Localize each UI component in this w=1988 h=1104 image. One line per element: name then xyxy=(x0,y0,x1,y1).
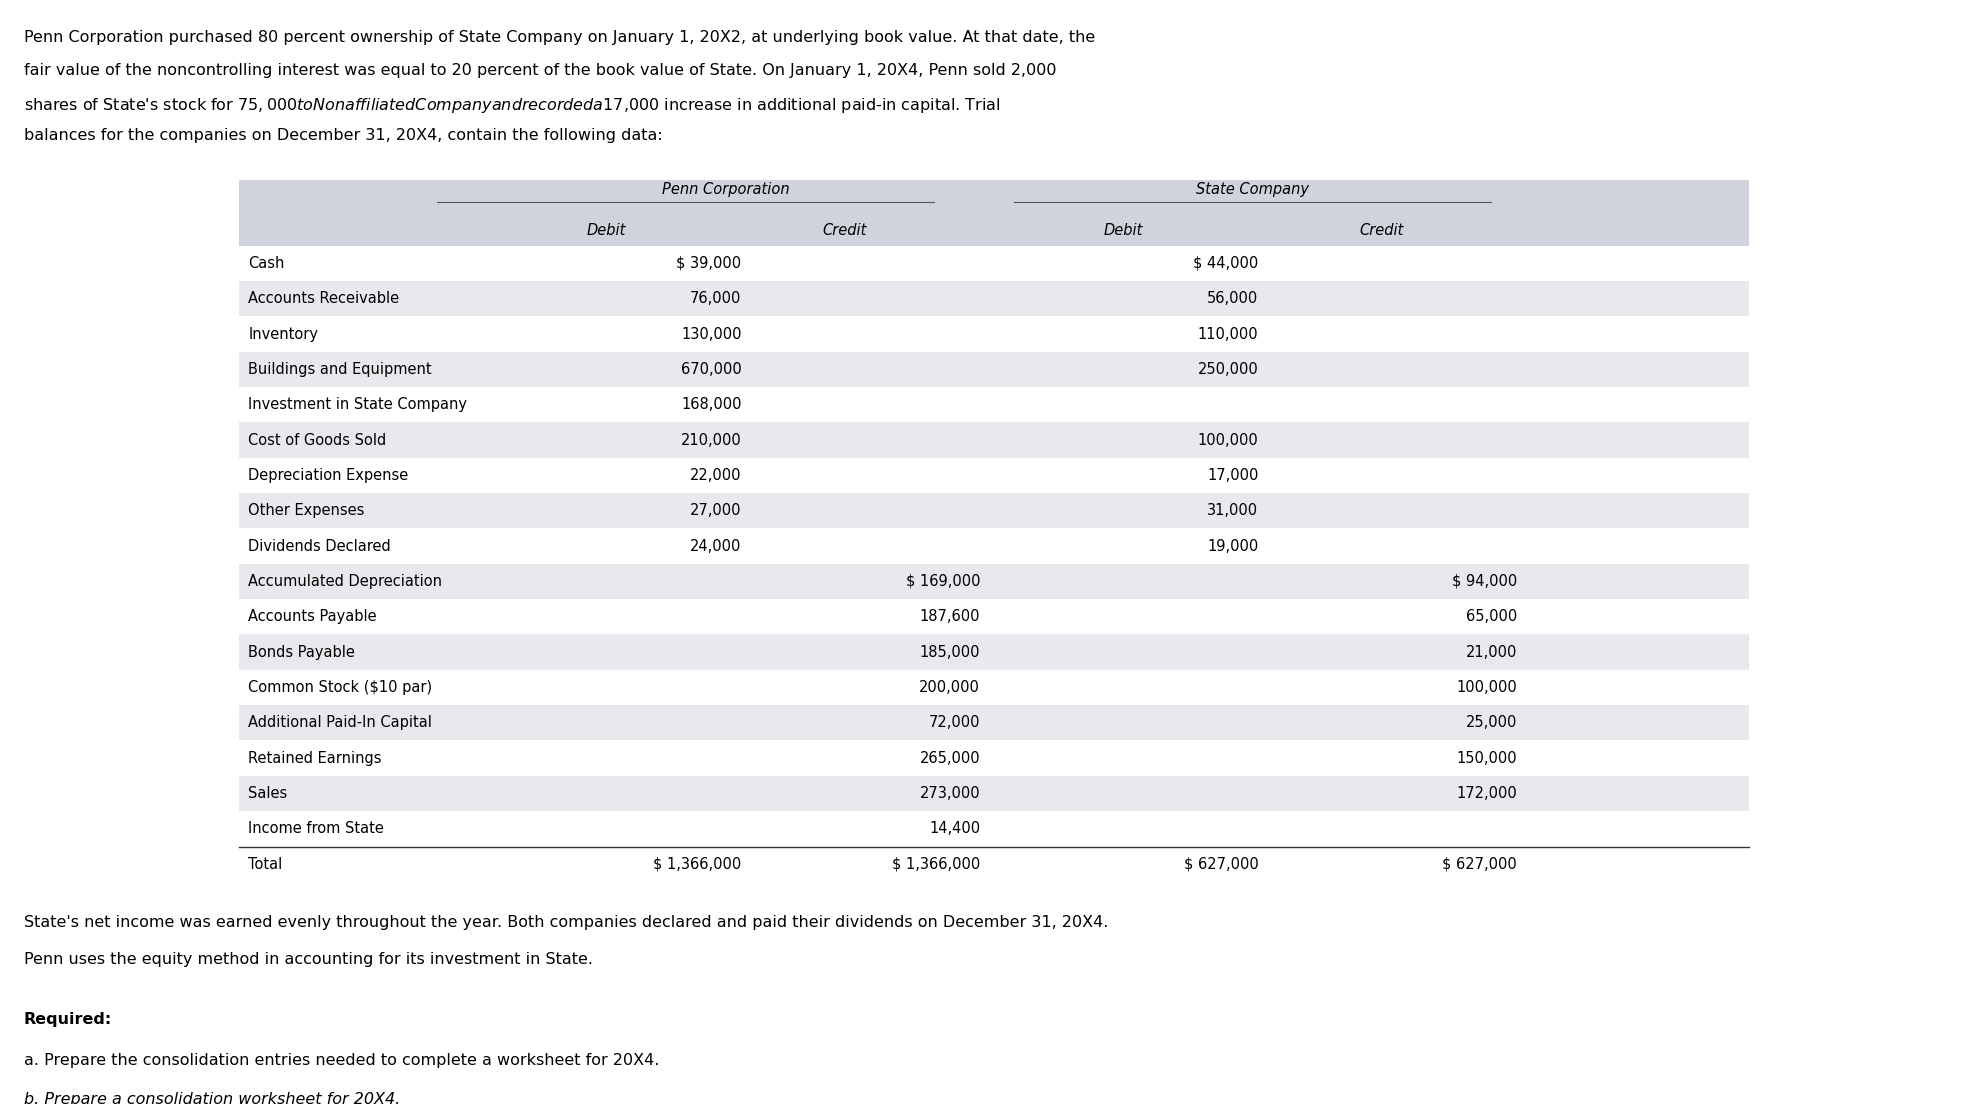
Text: $ 627,000: $ 627,000 xyxy=(1183,857,1258,872)
Text: Other Expenses: Other Expenses xyxy=(248,503,366,518)
Text: 100,000: 100,000 xyxy=(1455,680,1517,694)
Text: 670,000: 670,000 xyxy=(680,362,742,376)
Text: Accumulated Depreciation: Accumulated Depreciation xyxy=(248,574,443,588)
FancyBboxPatch shape xyxy=(239,317,1749,352)
FancyBboxPatch shape xyxy=(239,352,1749,388)
FancyBboxPatch shape xyxy=(239,564,1749,599)
Text: 56,000: 56,000 xyxy=(1207,291,1258,306)
FancyBboxPatch shape xyxy=(239,776,1749,811)
Text: Penn uses the equity method in accounting for its investment in State.: Penn uses the equity method in accountin… xyxy=(24,952,592,967)
FancyBboxPatch shape xyxy=(239,847,1749,882)
Text: Accounts Payable: Accounts Payable xyxy=(248,609,378,624)
Text: Common Stock ($10 par): Common Stock ($10 par) xyxy=(248,680,433,694)
Text: 17,000: 17,000 xyxy=(1207,468,1258,482)
FancyBboxPatch shape xyxy=(239,599,1749,635)
Text: 150,000: 150,000 xyxy=(1457,751,1517,766)
FancyBboxPatch shape xyxy=(239,529,1749,564)
Text: Credit: Credit xyxy=(1360,223,1404,238)
Text: 25,000: 25,000 xyxy=(1465,715,1517,731)
Text: 24,000: 24,000 xyxy=(690,539,742,553)
Text: 168,000: 168,000 xyxy=(682,397,742,412)
FancyBboxPatch shape xyxy=(239,180,1749,246)
FancyBboxPatch shape xyxy=(239,423,1749,458)
Text: 172,000: 172,000 xyxy=(1455,786,1517,802)
Text: 27,000: 27,000 xyxy=(690,503,742,518)
Text: Income from State: Income from State xyxy=(248,821,384,837)
FancyBboxPatch shape xyxy=(239,741,1749,776)
Text: 210,000: 210,000 xyxy=(680,433,742,447)
Text: a. Prepare the consolidation entries needed to complete a worksheet for 20X4.: a. Prepare the consolidation entries nee… xyxy=(24,1053,660,1069)
Text: 130,000: 130,000 xyxy=(682,327,742,341)
Text: 31,000: 31,000 xyxy=(1207,503,1258,518)
Text: 200,000: 200,000 xyxy=(918,680,980,694)
Text: Cash: Cash xyxy=(248,256,284,270)
Text: 273,000: 273,000 xyxy=(920,786,980,802)
Text: Dividends Declared: Dividends Declared xyxy=(248,539,392,553)
Text: fair value of the noncontrolling interest was equal to 20 percent of the book va: fair value of the noncontrolling interes… xyxy=(24,63,1056,78)
Text: 100,000: 100,000 xyxy=(1197,433,1258,447)
Text: 14,400: 14,400 xyxy=(928,821,980,837)
Text: Sales: Sales xyxy=(248,786,288,802)
Text: 76,000: 76,000 xyxy=(690,291,742,306)
Text: State Company: State Company xyxy=(1197,182,1308,198)
Text: 265,000: 265,000 xyxy=(920,751,980,766)
Text: 21,000: 21,000 xyxy=(1465,645,1517,659)
Text: Penn Corporation: Penn Corporation xyxy=(662,182,789,198)
Text: Accounts Receivable: Accounts Receivable xyxy=(248,291,400,306)
FancyBboxPatch shape xyxy=(239,246,1749,282)
Text: Penn Corporation purchased 80 percent ownership of State Company on January 1, 2: Penn Corporation purchased 80 percent ow… xyxy=(24,30,1095,45)
Text: $ 1,366,000: $ 1,366,000 xyxy=(654,857,742,872)
Text: 110,000: 110,000 xyxy=(1199,327,1258,341)
Text: Depreciation Expense: Depreciation Expense xyxy=(248,468,410,482)
Text: 187,600: 187,600 xyxy=(920,609,980,624)
Text: 65,000: 65,000 xyxy=(1465,609,1517,624)
Text: Additional Paid-In Capital: Additional Paid-In Capital xyxy=(248,715,431,731)
Text: Retained Earnings: Retained Earnings xyxy=(248,751,382,766)
FancyBboxPatch shape xyxy=(239,811,1749,847)
Text: balances for the companies on December 31, 20X4, contain the following data:: balances for the companies on December 3… xyxy=(24,128,662,144)
Text: shares of State's stock for $75,000 to Nonaffiliated Company and recorded a $17,: shares of State's stock for $75,000 to N… xyxy=(24,96,1000,115)
Text: Cost of Goods Sold: Cost of Goods Sold xyxy=(248,433,388,447)
Text: $ 44,000: $ 44,000 xyxy=(1193,256,1258,270)
Text: Debit: Debit xyxy=(1103,223,1143,238)
Text: Inventory: Inventory xyxy=(248,327,318,341)
Text: Investment in State Company: Investment in State Company xyxy=(248,397,467,412)
FancyBboxPatch shape xyxy=(239,282,1749,317)
Text: Debit: Debit xyxy=(586,223,626,238)
Text: $ 1,366,000: $ 1,366,000 xyxy=(893,857,980,872)
Text: Required:: Required: xyxy=(24,1012,111,1027)
Text: 19,000: 19,000 xyxy=(1207,539,1258,553)
Text: 185,000: 185,000 xyxy=(920,645,980,659)
Text: 22,000: 22,000 xyxy=(690,468,742,482)
Text: $ 627,000: $ 627,000 xyxy=(1441,857,1517,872)
FancyBboxPatch shape xyxy=(239,635,1749,670)
Text: $ 39,000: $ 39,000 xyxy=(676,256,742,270)
FancyBboxPatch shape xyxy=(239,388,1749,423)
Text: State's net income was earned evenly throughout the year. Both companies declare: State's net income was earned evenly thr… xyxy=(24,914,1107,930)
Text: $ 169,000: $ 169,000 xyxy=(907,574,980,588)
Text: b. Prepare a consolidation worksheet for 20X4.: b. Prepare a consolidation worksheet for… xyxy=(24,1092,400,1104)
Text: Bonds Payable: Bonds Payable xyxy=(248,645,356,659)
Text: $ 94,000: $ 94,000 xyxy=(1451,574,1517,588)
FancyBboxPatch shape xyxy=(239,458,1749,493)
FancyBboxPatch shape xyxy=(239,493,1749,529)
FancyBboxPatch shape xyxy=(239,705,1749,741)
Text: 72,000: 72,000 xyxy=(928,715,980,731)
Text: Total: Total xyxy=(248,857,282,872)
Text: 250,000: 250,000 xyxy=(1197,362,1258,376)
Text: Buildings and Equipment: Buildings and Equipment xyxy=(248,362,431,376)
FancyBboxPatch shape xyxy=(239,670,1749,705)
Text: Credit: Credit xyxy=(823,223,867,238)
